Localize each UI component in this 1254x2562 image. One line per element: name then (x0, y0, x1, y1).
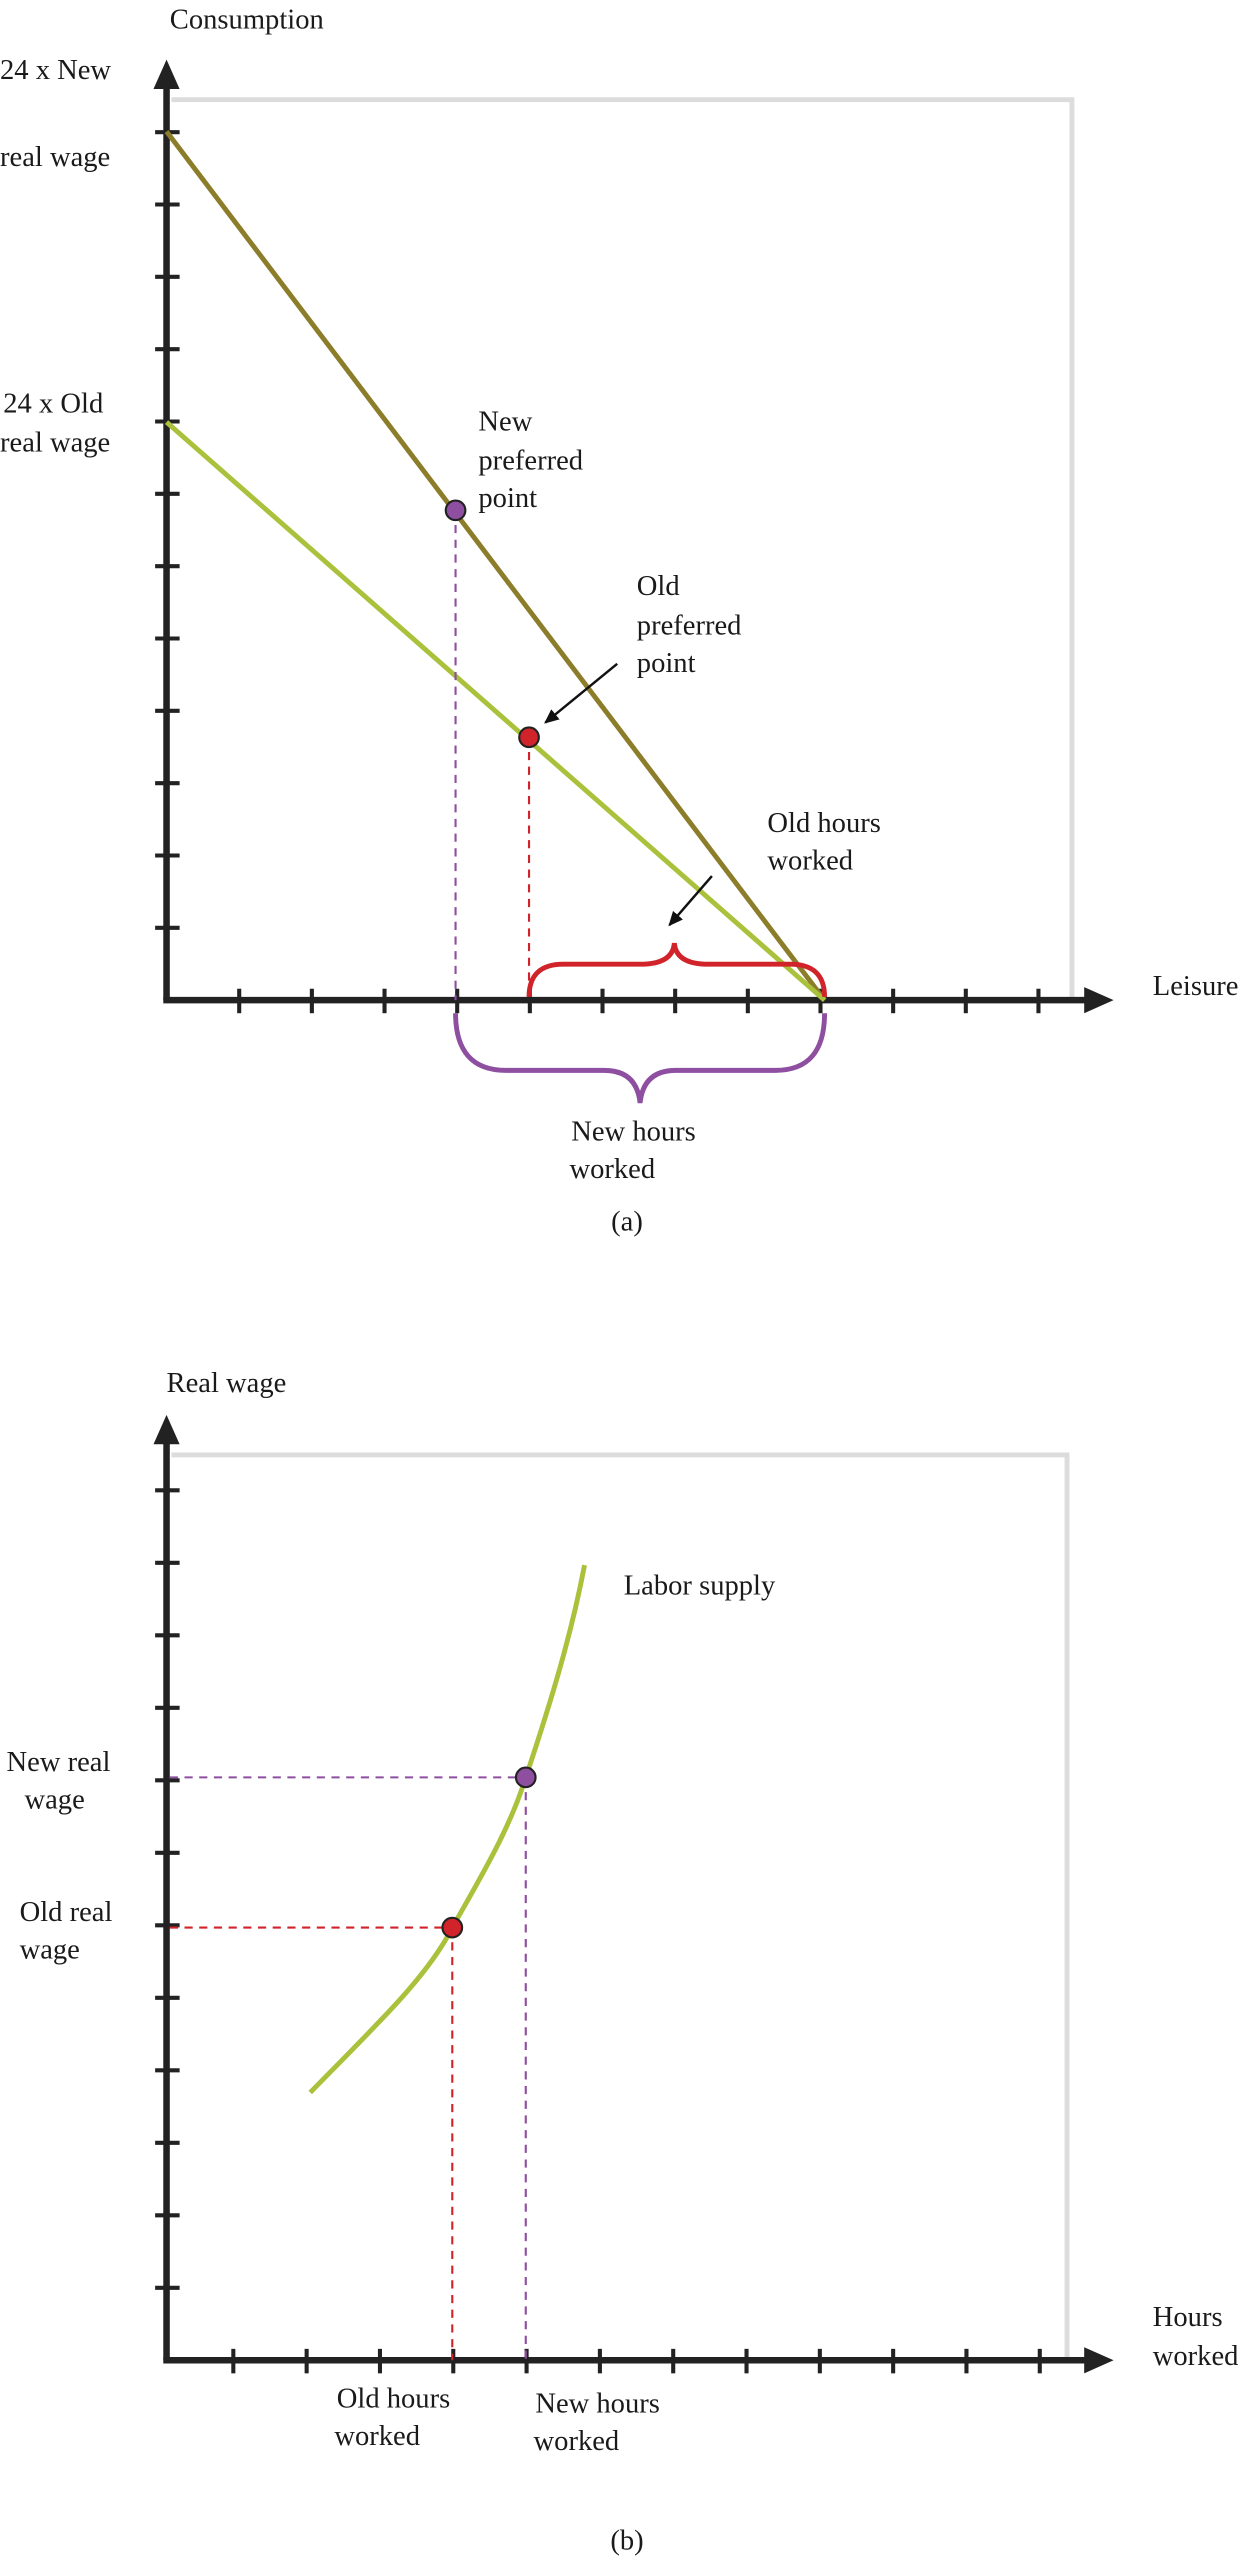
new-budget-line (164, 130, 827, 1002)
hours-label: New hours (571, 1117, 696, 1148)
point-label: point (478, 483, 537, 514)
caption: (b) (610, 2526, 643, 2557)
curve-label: Labor supply (624, 1570, 776, 1601)
old-hours-brace (526, 942, 828, 997)
new-point (444, 499, 467, 522)
plot-area (166, 102, 1070, 1001)
y-axis-label: Consumption (170, 5, 324, 36)
intercept-label: 24 x New (0, 55, 111, 86)
wage-label: wage (24, 1784, 84, 1815)
hours-label: worked (767, 846, 853, 877)
y-arrow (153, 1414, 180, 1445)
hours-label: Old hours (767, 808, 880, 839)
hours-label: worked (534, 2426, 620, 2457)
x-axis-label: Leisure (1153, 971, 1239, 1002)
wage-label: wage (20, 1935, 80, 1966)
labor-supply-curve (308, 1564, 587, 2095)
new-point (514, 1766, 537, 1789)
intercept-label: 24 x Old (3, 388, 103, 419)
old-point (441, 1916, 464, 1939)
old-point (518, 726, 540, 749)
plot-area (166, 1457, 1065, 2361)
ticks (155, 130, 1041, 1014)
y-axis-label: Real wage (167, 1368, 287, 1399)
ticks (155, 1488, 1042, 2374)
point-label: preferred (637, 610, 742, 641)
panel-a: Consumption Leisure 24 x New real wage 2… (0, 5, 1238, 1238)
point-label: Old (637, 571, 680, 602)
x-arrow (1084, 2347, 1114, 2374)
intercept-label: real wage (0, 428, 110, 459)
point-label: New (478, 406, 532, 437)
point-label: point (637, 648, 696, 679)
hours-label: New hours (535, 2389, 660, 2420)
wage-label: Old real (20, 1897, 113, 1928)
old-budget-line (164, 420, 827, 1002)
panel-b: Real wage Labor supply New real wage Old… (7, 1368, 1239, 2557)
wage-label: New real (7, 1747, 111, 1778)
x-axis-label: worked (1153, 2341, 1239, 2372)
old-hours-arrow (668, 875, 713, 927)
intercept-label: real wage (0, 142, 110, 173)
hours-label: worked (569, 1154, 655, 1185)
new-hours-brace (453, 1013, 828, 1104)
old-point-arrow (544, 662, 618, 724)
x-arrow (1084, 987, 1114, 1014)
hours-label: Old hours (337, 2384, 450, 2415)
y-arrow (153, 59, 180, 90)
caption: (a) (611, 1206, 643, 1237)
x-axis-label: Hours (1153, 2302, 1223, 2333)
hours-label: worked (334, 2421, 420, 2452)
point-label: preferred (478, 445, 583, 476)
